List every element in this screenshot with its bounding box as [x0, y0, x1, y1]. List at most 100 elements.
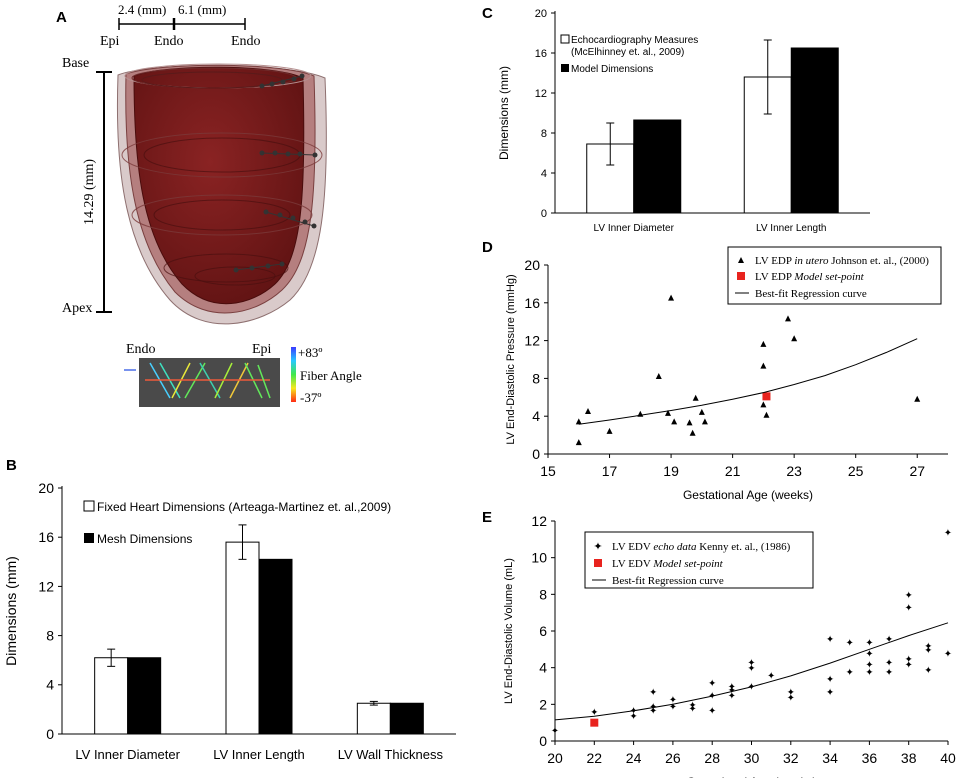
data-point: ✦	[924, 645, 932, 656]
data-point	[585, 407, 591, 414]
data-point: ✦	[865, 660, 873, 671]
legend-d-triangle	[738, 257, 744, 263]
data-point	[701, 418, 708, 425]
data-point	[785, 315, 791, 322]
fiber-min-label: -37º	[300, 390, 321, 405]
y-axis-label: LV End-Diastolic Pressure (mmHg)	[505, 274, 517, 444]
chart-b: 0 4 8 12 16 20 LV Inner Diameter LV Inner Lengt…	[3, 480, 456, 762]
x-tick-label: 38	[901, 750, 917, 766]
data-point: ✦	[708, 691, 716, 702]
data-point: ✦	[846, 667, 854, 678]
data-point: ✦	[728, 682, 736, 693]
data-point: ✦	[885, 634, 893, 645]
bar-model	[633, 119, 682, 214]
data-point: ✦	[708, 706, 716, 717]
y-tick-label: 4	[539, 660, 547, 676]
y-tick-label: 0	[46, 726, 54, 742]
data-point: ✦	[826, 688, 834, 699]
category-label: LV Inner Diameter	[75, 747, 180, 762]
data-point: ✦	[944, 649, 952, 660]
legend-b-swatch-fixed	[83, 500, 95, 512]
y-tick-label: 20	[535, 8, 547, 20]
panel-d-letter: D	[482, 239, 493, 256]
y-tick-label: 16	[535, 48, 547, 60]
x-tick-label: 22	[587, 750, 603, 766]
data-point	[671, 418, 678, 425]
scale-label-epi: Epi	[100, 34, 120, 49]
data-point	[689, 429, 696, 436]
data-point: ✦	[590, 708, 598, 719]
data-point	[760, 340, 767, 347]
x-axis-label: Gestational Age (weeks)	[686, 775, 816, 778]
y-tick-label: 12	[535, 88, 547, 100]
legend-d-line1: LV EDP in utero Johnson et. al., (2000)	[755, 255, 929, 267]
x-tick-label: 26	[665, 750, 681, 766]
scale-value-2: 6.1 (mm)	[178, 2, 226, 17]
bar-model	[389, 702, 424, 735]
y-tick-label: 4	[532, 408, 540, 424]
y-axis-label: Dimensions (mm)	[497, 66, 511, 160]
y-tick-label: 8	[532, 370, 540, 386]
y-tick-label: 6	[539, 623, 547, 639]
legend-b-fixed: Fixed Heart Dimensions (Arteaga-Martinez…	[97, 500, 391, 514]
panel-e-letter: E	[482, 509, 492, 526]
category-label: LV Wall Thickness	[338, 747, 444, 762]
data-point: ✦	[905, 660, 913, 671]
fiber-max-label: +83º	[298, 345, 322, 360]
regression-curve	[554, 622, 949, 721]
bar-model	[127, 657, 162, 735]
data-point	[791, 335, 798, 342]
scale-value-1: 2.4 (mm)	[118, 2, 166, 17]
legend-e-line1: LV EDV echo data Kenny et. al., (1986)	[612, 541, 791, 553]
data-point: ✦	[905, 655, 913, 666]
x-tick-label: 36	[862, 750, 878, 766]
data-point	[763, 411, 770, 418]
x-tick-label: 25	[848, 463, 864, 479]
legend-d-line3: Best-fit Regression curve	[755, 288, 867, 300]
data-point: ✦	[787, 688, 795, 699]
bar-reference	[356, 702, 391, 735]
y-tick-label: 8	[46, 628, 54, 644]
y-tick-label: 0	[539, 733, 547, 749]
fiber-epi-label: Epi	[252, 342, 272, 357]
x-tick-label: 32	[783, 750, 799, 766]
legend-e-line3: Best-fit Regression curve	[612, 575, 724, 587]
data-point: ✦	[905, 603, 913, 614]
fiber-title: Fiber Angle	[300, 368, 362, 383]
data-point	[655, 373, 662, 380]
y-tick-label: 4	[541, 168, 547, 180]
bar-reference	[94, 657, 129, 735]
legend-c-model: Model Dimensions	[571, 64, 653, 75]
base-label: Base	[62, 56, 89, 71]
legend-c-swatch-model	[561, 64, 569, 72]
legend-e-square	[594, 559, 602, 567]
data-point: ✦	[747, 682, 755, 693]
chart-d: 0 4 8 12 16 20 15 17 19 21 23 25 27 Gestational Age (…	[505, 257, 948, 502]
y-tick-label: 20	[524, 257, 540, 273]
panel-b-letter: B	[6, 457, 17, 474]
category-label: LV Inner Diameter	[594, 223, 675, 234]
data-point: ✦	[865, 667, 873, 678]
legend-c-swatch-echo	[560, 34, 570, 44]
legend-b-mesh: Mesh Dimensions	[97, 532, 192, 546]
data-point	[668, 294, 675, 301]
y-tick-label: 20	[38, 480, 54, 496]
data-point: ✦	[905, 590, 913, 601]
data-point: ✦	[846, 638, 854, 649]
y-tick-label: 2	[539, 696, 547, 712]
x-tick-label: 34	[822, 750, 838, 766]
panel-c-letter: C	[482, 5, 493, 22]
data-point: ✦	[885, 667, 893, 678]
y-tick-label: 8	[541, 128, 547, 140]
scale-label-endo-2: Endo	[231, 34, 261, 49]
data-point: ✦	[629, 711, 637, 722]
data-point	[692, 394, 699, 401]
bar-model	[258, 558, 293, 735]
bar-reference	[225, 541, 260, 735]
data-point	[698, 408, 705, 415]
data-point: ✦	[688, 700, 696, 711]
x-tick-label: 21	[725, 463, 741, 479]
data-point: ✦	[826, 634, 834, 645]
data-point	[665, 409, 671, 416]
data-point: ✦	[767, 671, 775, 682]
